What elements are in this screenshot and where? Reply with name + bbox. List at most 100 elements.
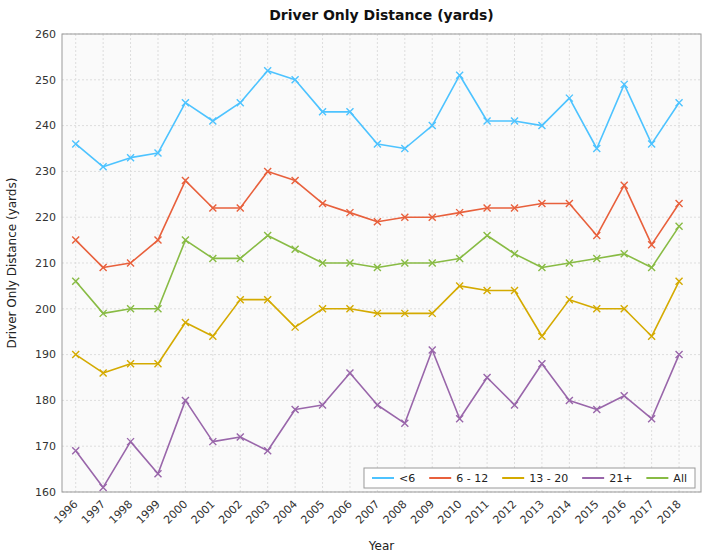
point-marker xyxy=(621,305,628,312)
point-marker xyxy=(374,140,381,147)
point-marker xyxy=(401,260,408,267)
point-marker xyxy=(127,154,134,161)
x-grid-line xyxy=(596,34,597,492)
point-marker xyxy=(127,360,134,367)
legend-swatch xyxy=(372,477,394,479)
point-marker xyxy=(346,369,353,376)
x-tick-label: 2010 xyxy=(436,498,465,527)
point-marker xyxy=(374,401,381,408)
point-marker xyxy=(401,310,408,317)
x-tick-label: 2012 xyxy=(490,498,519,527)
point-marker xyxy=(429,214,436,221)
legend-label: 13 - 20 xyxy=(529,472,568,485)
y-axis-label: Driver Only Distance (yards) xyxy=(5,178,19,349)
point-marker xyxy=(72,447,79,454)
y-tick-label: 250 xyxy=(35,74,56,87)
point-marker xyxy=(621,81,628,88)
y-grid-line xyxy=(62,400,701,401)
point-marker xyxy=(127,438,134,445)
point-marker xyxy=(319,260,326,267)
y-grid-line xyxy=(62,354,701,355)
point-marker xyxy=(648,415,655,422)
point-marker xyxy=(566,260,573,267)
legend-box xyxy=(364,468,695,488)
point-marker xyxy=(154,150,161,157)
point-marker xyxy=(264,67,271,74)
x-tick-label: 2006 xyxy=(326,498,355,527)
y-grid-line xyxy=(62,263,701,264)
point-marker xyxy=(182,397,189,404)
x-tick-label: 2005 xyxy=(298,498,327,527)
point-marker xyxy=(621,250,628,257)
point-marker xyxy=(264,168,271,175)
x-tick-label: 1996 xyxy=(52,498,81,527)
x-tick-label: 2011 xyxy=(463,498,492,527)
x-grid-line xyxy=(377,34,378,492)
point-marker xyxy=(182,319,189,326)
point-marker xyxy=(676,223,683,230)
point-marker xyxy=(593,145,600,152)
y-grid-line xyxy=(62,217,701,218)
y-tick-label: 230 xyxy=(35,165,56,178)
point-marker xyxy=(401,420,408,427)
point-marker xyxy=(538,264,545,271)
point-marker xyxy=(648,140,655,147)
title: Driver Only Distance (yards) xyxy=(269,7,494,23)
legend-item: All xyxy=(646,472,687,485)
x-tick-label: 2018 xyxy=(655,498,684,527)
y-tick-label: 180 xyxy=(35,394,56,407)
point-marker xyxy=(484,205,491,212)
point-marker xyxy=(237,434,244,441)
legend-item: 13 - 20 xyxy=(502,472,568,485)
y-tick-label: 200 xyxy=(35,303,56,316)
point-marker xyxy=(346,209,353,216)
point-marker xyxy=(538,122,545,129)
point-marker xyxy=(676,351,683,358)
y-grid-line xyxy=(62,446,701,447)
point-marker xyxy=(100,369,107,376)
point-marker xyxy=(72,140,79,147)
x-tick-label: 2014 xyxy=(545,498,574,527)
point-marker xyxy=(209,118,216,125)
point-marker xyxy=(154,470,161,477)
point-marker xyxy=(566,397,573,404)
y-tick-label: 160 xyxy=(35,486,56,499)
y-tick-label: 220 xyxy=(35,211,56,224)
point-marker xyxy=(154,360,161,367)
point-marker xyxy=(456,282,463,289)
x-tick-label: 1997 xyxy=(79,498,108,527)
point-marker xyxy=(484,232,491,239)
point-marker xyxy=(209,438,216,445)
point-marker xyxy=(127,260,134,267)
point-marker xyxy=(264,232,271,239)
point-marker xyxy=(456,72,463,79)
point-marker xyxy=(538,200,545,207)
point-marker xyxy=(72,351,79,358)
point-marker xyxy=(237,255,244,262)
series xyxy=(72,67,682,170)
point-marker xyxy=(154,305,161,312)
y-grid-line xyxy=(62,125,701,126)
point-marker xyxy=(209,333,216,340)
x-tick-label: 2016 xyxy=(600,498,629,527)
point-marker xyxy=(237,296,244,303)
legend: <66 - 1213 - 2021+All xyxy=(364,468,695,488)
point-marker xyxy=(237,99,244,106)
x-tick-label: 2008 xyxy=(381,498,410,527)
point-marker xyxy=(484,118,491,125)
point-marker xyxy=(319,108,326,115)
point-marker xyxy=(346,108,353,115)
point-marker xyxy=(456,415,463,422)
point-marker xyxy=(566,95,573,102)
point-marker xyxy=(319,305,326,312)
point-marker xyxy=(100,310,107,317)
point-marker xyxy=(429,347,436,354)
legend-item: 6 - 12 xyxy=(429,472,488,485)
point-marker xyxy=(100,484,107,491)
y-grid-line xyxy=(62,171,701,172)
point-marker xyxy=(566,200,573,207)
point-marker xyxy=(484,287,491,294)
point-marker xyxy=(182,177,189,184)
point-marker xyxy=(182,99,189,106)
point-marker xyxy=(511,205,518,212)
